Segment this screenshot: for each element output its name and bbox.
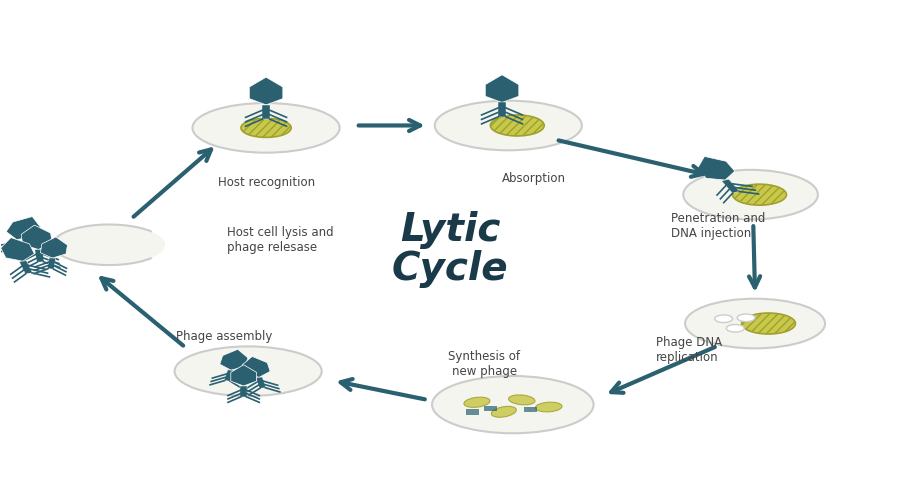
Polygon shape (220, 349, 248, 370)
Ellipse shape (685, 299, 825, 348)
Polygon shape (722, 179, 740, 193)
Polygon shape (249, 77, 283, 105)
Polygon shape (525, 407, 537, 412)
Polygon shape (35, 249, 44, 262)
Polygon shape (48, 258, 56, 269)
Ellipse shape (175, 347, 321, 396)
Polygon shape (498, 102, 506, 117)
Text: Host cell lysis and
phage relesase: Host cell lysis and phage relesase (228, 226, 334, 254)
Ellipse shape (742, 313, 796, 334)
Text: Cycle: Cycle (392, 250, 508, 288)
Ellipse shape (193, 103, 339, 153)
Ellipse shape (737, 314, 755, 322)
Ellipse shape (715, 315, 733, 323)
Ellipse shape (435, 101, 582, 150)
Polygon shape (262, 105, 270, 119)
Text: Synthesis of
new phage: Synthesis of new phage (448, 350, 520, 378)
Ellipse shape (464, 397, 490, 408)
Polygon shape (242, 357, 270, 377)
Text: Penetration and
DNA injection: Penetration and DNA injection (670, 212, 765, 240)
Polygon shape (466, 409, 479, 415)
Polygon shape (5, 239, 20, 252)
Polygon shape (485, 75, 518, 102)
Polygon shape (40, 237, 68, 258)
Ellipse shape (683, 170, 818, 219)
Ellipse shape (726, 324, 744, 332)
Text: Lytic: Lytic (400, 212, 500, 250)
Ellipse shape (491, 407, 517, 417)
Polygon shape (240, 386, 247, 397)
Ellipse shape (508, 395, 535, 405)
Text: Phage assembly: Phage assembly (176, 330, 272, 343)
Polygon shape (21, 225, 52, 250)
Ellipse shape (432, 376, 594, 433)
Text: Phage DNA
replication: Phage DNA replication (656, 336, 723, 364)
Polygon shape (230, 365, 256, 386)
Polygon shape (6, 216, 40, 240)
Ellipse shape (733, 184, 787, 205)
Text: Absorption: Absorption (501, 172, 565, 185)
Polygon shape (256, 377, 266, 388)
Polygon shape (19, 261, 32, 274)
Ellipse shape (491, 115, 544, 136)
Polygon shape (484, 406, 497, 411)
Polygon shape (224, 370, 234, 381)
Ellipse shape (536, 402, 562, 412)
Text: Host recognition: Host recognition (218, 176, 315, 189)
Ellipse shape (53, 225, 165, 265)
Polygon shape (698, 156, 734, 180)
Polygon shape (1, 238, 34, 261)
Ellipse shape (241, 118, 292, 137)
